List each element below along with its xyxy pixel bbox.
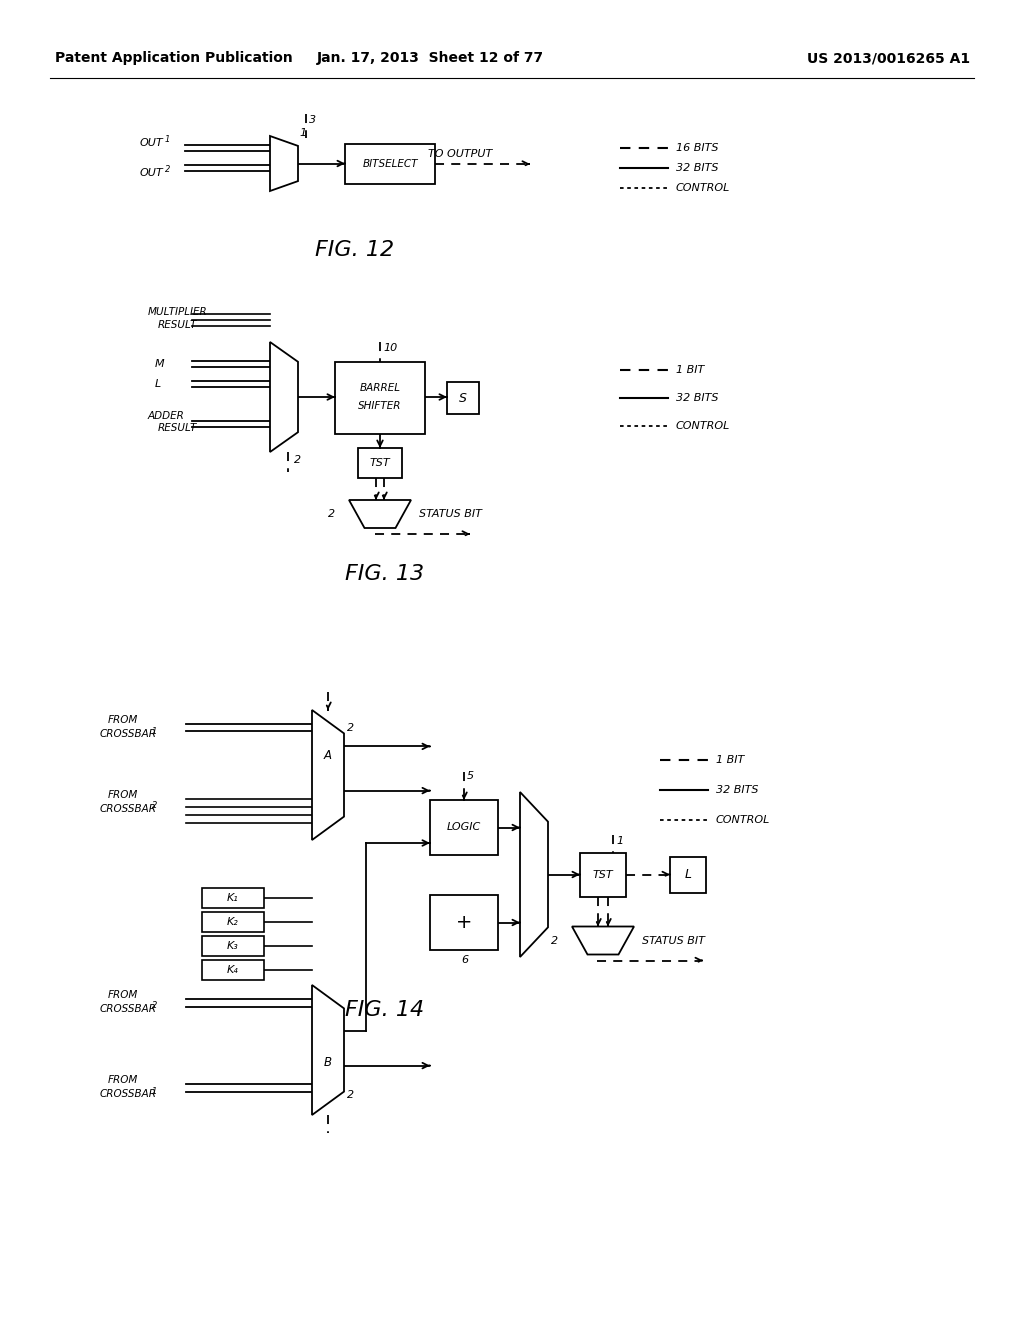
Bar <box>202 936 264 956</box>
Text: LOGIC: LOGIC <box>446 822 481 833</box>
Text: 16 BITS: 16 BITS <box>676 143 719 153</box>
Text: 1: 1 <box>152 726 158 735</box>
Text: S: S <box>459 392 467 404</box>
Text: 3: 3 <box>309 115 316 125</box>
Text: FIG. 13: FIG. 13 <box>345 564 425 583</box>
Text: Patent Application Publication: Patent Application Publication <box>55 51 293 65</box>
Text: FIG. 14: FIG. 14 <box>345 1001 425 1020</box>
Text: SHIFTER: SHIFTER <box>358 401 401 411</box>
Text: OUT: OUT <box>140 139 164 148</box>
Bar <box>447 381 479 414</box>
Text: 32 BITS: 32 BITS <box>676 162 719 173</box>
Text: 5: 5 <box>467 771 474 781</box>
Text: 32 BITS: 32 BITS <box>716 785 759 795</box>
Text: 2: 2 <box>347 1090 354 1100</box>
Bar <box>345 144 435 183</box>
Text: RESULT: RESULT <box>158 422 198 433</box>
Text: FIG. 12: FIG. 12 <box>315 240 394 260</box>
Text: 2: 2 <box>328 510 335 519</box>
Text: B: B <box>324 1056 332 1069</box>
Text: STATUS BIT: STATUS BIT <box>419 510 482 519</box>
Text: CONTROL: CONTROL <box>676 183 730 193</box>
Text: FROM: FROM <box>108 990 138 1001</box>
Text: 1: 1 <box>165 136 170 144</box>
Text: CROSSBAR: CROSSBAR <box>100 1089 157 1100</box>
Bar <box>430 800 498 855</box>
Bar <box>580 853 626 896</box>
Text: CROSSBAR: CROSSBAR <box>100 729 157 739</box>
Text: 2: 2 <box>152 1002 158 1011</box>
Text: STATUS BIT: STATUS BIT <box>642 936 705 945</box>
Polygon shape <box>572 927 634 954</box>
Text: K₄: K₄ <box>227 965 239 975</box>
Text: 32 BITS: 32 BITS <box>676 393 719 403</box>
Text: FROM: FROM <box>108 715 138 725</box>
Text: K₂: K₂ <box>227 917 239 927</box>
Text: L: L <box>155 379 161 389</box>
Text: US 2013/0016265 A1: US 2013/0016265 A1 <box>807 51 970 65</box>
Text: A: A <box>324 748 332 762</box>
Text: RESULT: RESULT <box>158 319 198 330</box>
Polygon shape <box>349 500 411 528</box>
Text: 2: 2 <box>152 801 158 810</box>
Text: BARREL: BARREL <box>359 383 400 393</box>
Text: 1 BIT: 1 BIT <box>716 755 744 766</box>
Text: L: L <box>684 869 691 880</box>
Text: K₁: K₁ <box>227 894 239 903</box>
Text: 2: 2 <box>165 165 170 174</box>
Text: FROM: FROM <box>108 789 138 800</box>
Text: TST: TST <box>593 870 613 879</box>
Text: 1: 1 <box>299 128 306 139</box>
Polygon shape <box>312 985 344 1115</box>
Bar <box>202 912 264 932</box>
Text: FROM: FROM <box>108 1074 138 1085</box>
Text: 6: 6 <box>461 954 468 965</box>
Bar <box>670 857 706 892</box>
Bar <box>358 447 402 478</box>
Bar <box>430 895 498 950</box>
Polygon shape <box>270 136 298 191</box>
Polygon shape <box>270 342 298 451</box>
Text: MULTIPLIER: MULTIPLIER <box>148 308 208 317</box>
Polygon shape <box>520 792 548 957</box>
Text: CONTROL: CONTROL <box>676 421 730 432</box>
Text: K₃: K₃ <box>227 941 239 950</box>
Text: 10: 10 <box>383 343 397 352</box>
Text: M: M <box>155 359 165 370</box>
Bar <box>202 888 264 908</box>
Text: CONTROL: CONTROL <box>716 814 770 825</box>
Text: Jan. 17, 2013  Sheet 12 of 77: Jan. 17, 2013 Sheet 12 of 77 <box>316 51 544 65</box>
Text: 1: 1 <box>152 1086 158 1096</box>
Text: OUT: OUT <box>140 168 164 178</box>
Text: 2: 2 <box>551 936 558 945</box>
Text: +: + <box>456 913 472 932</box>
Bar <box>202 960 264 979</box>
Text: ADDER: ADDER <box>148 411 185 421</box>
Text: CROSSBAR: CROSSBAR <box>100 804 157 814</box>
Text: 1 BIT: 1 BIT <box>676 366 705 375</box>
Text: TO OUTPUT: TO OUTPUT <box>428 149 493 158</box>
Bar <box>335 362 425 434</box>
Text: BITSELECT: BITSELECT <box>362 158 418 169</box>
Text: 1: 1 <box>616 836 624 846</box>
Text: TST: TST <box>370 458 390 469</box>
Text: 2: 2 <box>294 455 301 465</box>
Polygon shape <box>312 710 344 840</box>
Text: 2: 2 <box>347 723 354 733</box>
Text: CROSSBAR: CROSSBAR <box>100 1005 157 1014</box>
